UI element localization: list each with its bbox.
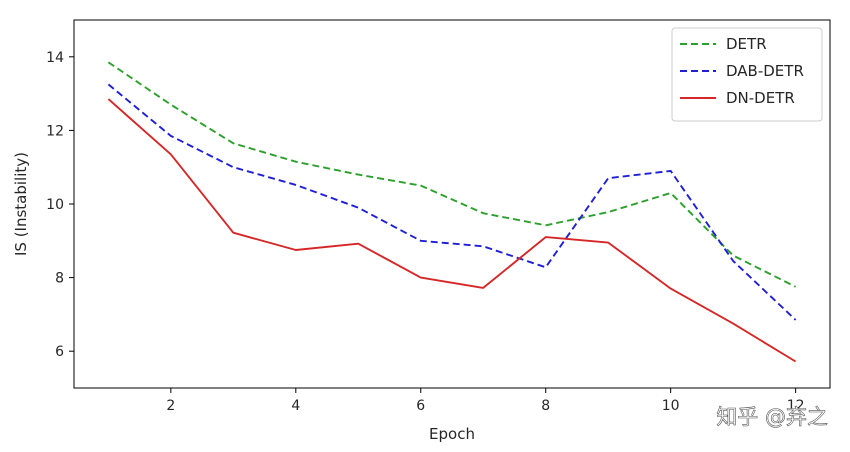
legend-label-dn-detr: DN-DETR: [726, 89, 795, 107]
y-tick-label: 6: [55, 344, 64, 360]
legend: DETR DAB-DETR DN-DETR: [671, 27, 823, 122]
x-axis-label: Epoch: [429, 425, 475, 443]
watermark-text: 知乎 @弃之: [716, 405, 828, 429]
x-tick-label: 8: [541, 398, 550, 414]
series-line-dab-detr: [107, 83, 797, 321]
x-tick-label: 10: [662, 398, 680, 414]
y-tick-label: 10: [46, 197, 64, 213]
series-line-dn-detr: [107, 98, 797, 363]
x-tick-label: 4: [291, 398, 300, 414]
y-tick-label: 12: [46, 123, 64, 139]
x-tick-label: 6: [416, 398, 425, 414]
x-tick-label: 12: [787, 398, 805, 414]
axis-ticks: 2 4 6 8 10 12 6 8 10 12 14: [46, 50, 804, 414]
x-tick-label: 2: [166, 398, 175, 414]
legend-label-dab-detr: DAB-DETR: [726, 62, 804, 80]
y-tick-label: 8: [55, 271, 64, 287]
series-lines: [107, 61, 797, 363]
legend-label-detr: DETR: [726, 35, 767, 53]
series-line-detr: [107, 61, 797, 288]
y-tick-label: 14: [46, 50, 64, 66]
y-axis-label: IS (Instability): [12, 152, 30, 256]
